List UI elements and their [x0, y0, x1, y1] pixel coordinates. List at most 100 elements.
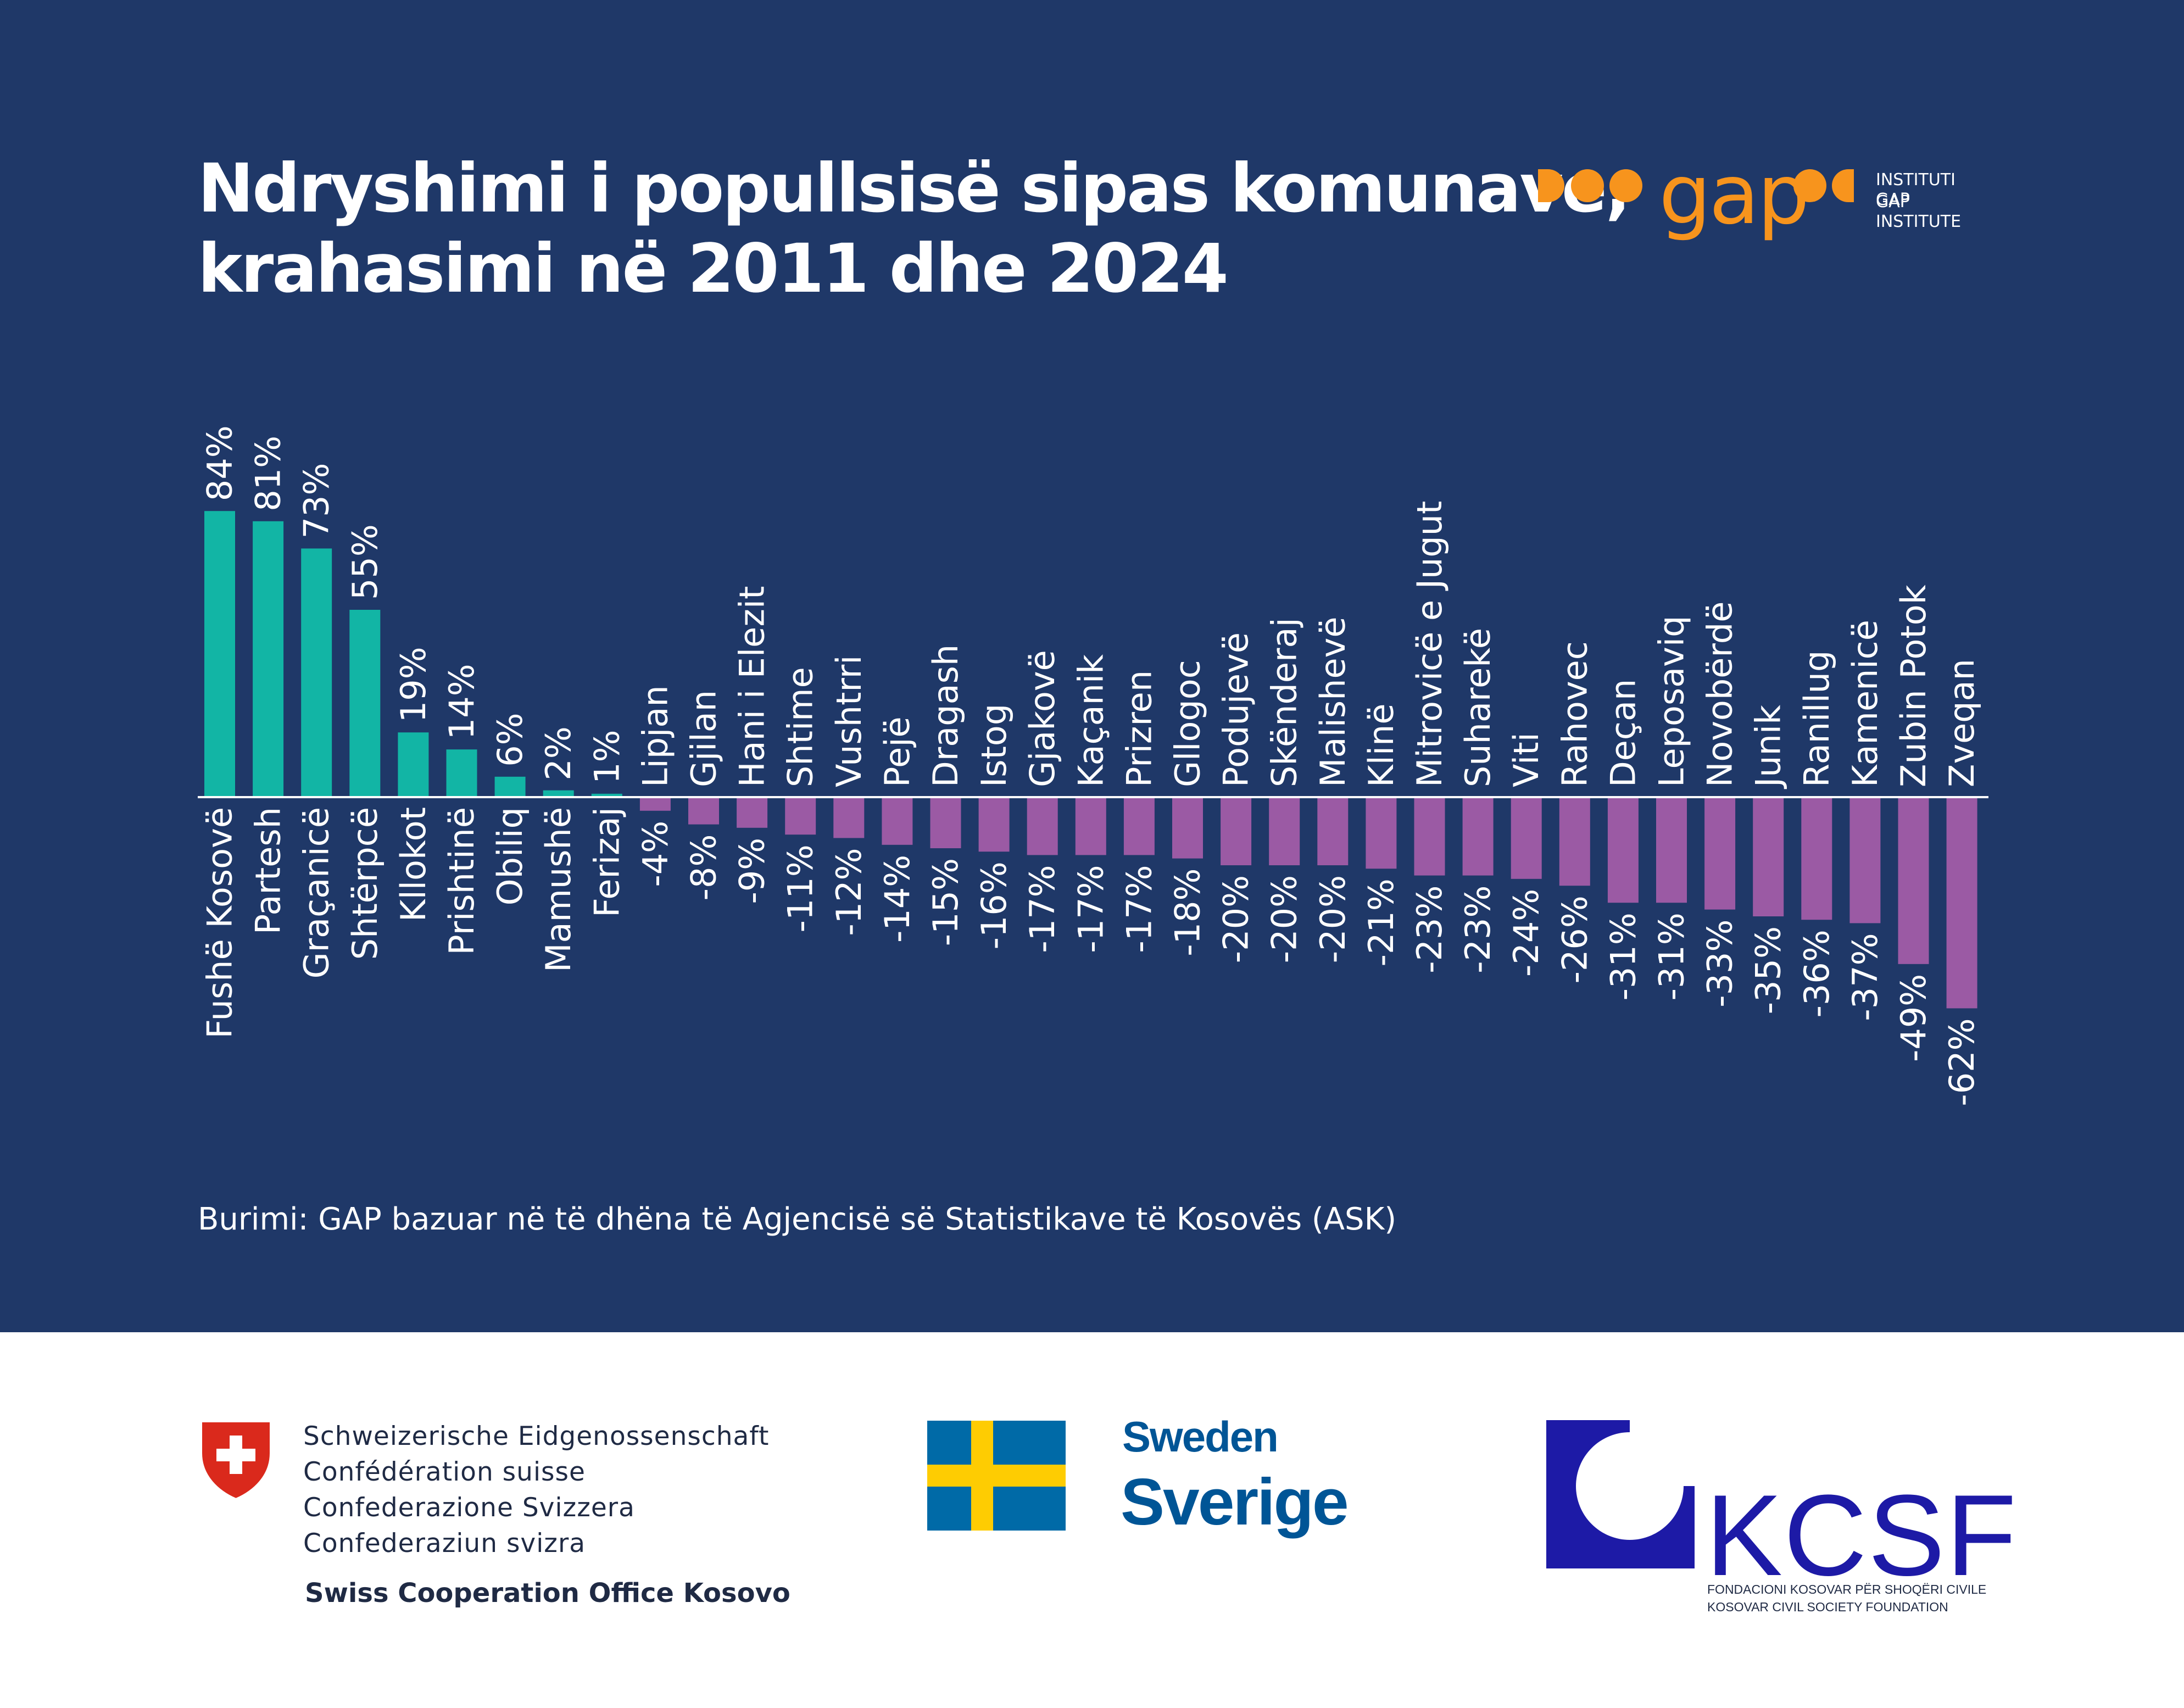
category-label: Kamenicë: [1845, 620, 1885, 787]
bar: [1801, 797, 1832, 920]
bar: [1753, 797, 1784, 916]
category-label: Viti: [1506, 732, 1546, 787]
kcsf-emblem-icon: [1546, 1420, 1695, 1568]
category-label: Gllogoc: [1168, 660, 1208, 787]
gap-tag-line-1: INSTITUTI GAP: [1876, 170, 1955, 209]
category-label: Kaçanik: [1071, 654, 1111, 787]
category-label: Novobërdë: [1700, 602, 1740, 787]
bar: [398, 732, 429, 797]
value-label: -17%: [1071, 865, 1111, 953]
gap-logo-word: gap: [1659, 147, 1809, 243]
gap-dots-right-icon: [1793, 169, 1854, 202]
value-label: -20%: [1264, 875, 1305, 963]
swiss-line-2: Confédération suisse: [303, 1457, 586, 1487]
category-label: Shtërpcë: [345, 807, 385, 960]
bar: [1172, 797, 1203, 859]
bar: [930, 797, 961, 848]
value-label: -31%: [1652, 913, 1692, 1000]
category-label: Fushë Kosovë: [200, 807, 240, 1039]
sweden-wordmark: Sweden: [1122, 1412, 1279, 1461]
bar: [1027, 797, 1058, 855]
chart-title-line-1: Ndryshimi i popullsisë sipas komunave,: [198, 149, 1631, 227]
category-label: Graçanicë: [297, 807, 337, 978]
bar: [1269, 797, 1300, 865]
category-label: Vushtrri: [829, 655, 869, 787]
labels-layer: Fushë Kosovë 84% Partesh 81% Graçanicë 73% Sht…: [200, 425, 1982, 1106]
value-label: -20%: [1216, 875, 1256, 963]
category-label: Mitrovicë e Jugut: [1409, 501, 1450, 787]
bar: [446, 749, 477, 797]
bar: [253, 521, 284, 797]
bars-layer: [204, 511, 1977, 1009]
category-label: Istog: [974, 704, 1014, 787]
value-label: -21%: [1361, 878, 1401, 966]
category-label: Deçan: [1603, 679, 1643, 787]
bar: [543, 790, 574, 797]
value-label: 55%: [345, 524, 385, 600]
bar: [1559, 797, 1590, 886]
value-label: 1%: [587, 730, 627, 783]
category-label: Malishevë: [1313, 616, 1353, 787]
bar: [1366, 797, 1397, 869]
bar-chart: Fushë Kosovë 84% Partesh 81% Graçanicë 73% Sht…: [198, 425, 1988, 1106]
value-label: -9%: [732, 838, 772, 904]
value-label: -23%: [1409, 886, 1450, 973]
value-label: -15%: [926, 858, 966, 946]
bar: [639, 797, 671, 811]
category-label: Zubin Potok: [1893, 585, 1934, 787]
bar: [1221, 797, 1252, 865]
value-label: -11%: [781, 844, 821, 932]
category-label: Obiliq: [490, 807, 530, 905]
value-label: -18%: [1168, 869, 1208, 956]
value-label: -16%: [974, 861, 1014, 949]
value-label: -12%: [829, 848, 869, 936]
swiss-confederation-text: Schweizerische Eidgenossenschaft Confédé…: [303, 1418, 769, 1561]
value-label: -8%: [684, 834, 724, 901]
gap-dots-icon: [1538, 169, 1642, 202]
bar: [1849, 797, 1881, 923]
swiss-coat-of-arms-icon: [200, 1420, 272, 1501]
chart-title-line-2: krahasimi në 2011 dhe 2024: [198, 230, 1229, 308]
value-label: -17%: [1119, 865, 1159, 953]
category-label: Gjakovë: [1022, 650, 1062, 787]
value-label: -23%: [1458, 886, 1498, 973]
bar: [349, 610, 381, 797]
bar: [1656, 797, 1687, 903]
bar: [591, 793, 622, 797]
bar: [494, 776, 526, 797]
gap-institute-logo: gap INSTITUTI GAP GAP INSTITUTE: [1538, 154, 1988, 242]
bar: [1898, 797, 1929, 964]
value-label: -20%: [1313, 875, 1353, 963]
category-label: Hani i Elezit: [732, 586, 772, 787]
bar: [1123, 797, 1155, 855]
category-label: Zveqan: [1942, 659, 1982, 787]
value-label: -33%: [1700, 920, 1740, 1008]
source-note: Burimi: GAP bazuar në të dhëna të Agjenc…: [198, 1201, 1397, 1237]
category-label: Junik: [1748, 705, 1789, 789]
value-label: 19%: [393, 647, 433, 722]
value-label: -4%: [635, 821, 675, 887]
bar: [204, 511, 235, 797]
value-label: -26%: [1555, 895, 1595, 983]
bar: [1462, 797, 1494, 876]
value-label: 73%: [297, 463, 337, 539]
bar: [978, 797, 1010, 852]
category-label: Lipjan: [635, 685, 675, 787]
bar: [1317, 797, 1349, 865]
value-label: 84%: [200, 425, 240, 501]
bar: [1946, 797, 1977, 1009]
gap-tag-line-2: GAP INSTITUTE: [1876, 192, 1962, 231]
kcsf-wordmark: KCSF: [1706, 1471, 2018, 1600]
value-label: -14%: [877, 855, 917, 943]
chart-title: Ndryshimi i popullsisë sipas komunave, k…: [198, 148, 1631, 309]
kcsf-subtitle-albanian: FONDACIONI KOSOVAR PËR SHOQËRI CIVILE: [1707, 1582, 1987, 1596]
category-label: Ferizaj: [587, 807, 627, 917]
bar: [1511, 797, 1542, 879]
category-label: Suharekë: [1458, 628, 1498, 787]
category-label: Gjilan: [684, 690, 724, 787]
category-label: Kllokot: [393, 807, 433, 922]
bar: [688, 797, 719, 825]
swedish-flag-icon: [927, 1421, 1066, 1531]
value-label: -17%: [1022, 865, 1062, 953]
value-label: -31%: [1603, 913, 1643, 1000]
